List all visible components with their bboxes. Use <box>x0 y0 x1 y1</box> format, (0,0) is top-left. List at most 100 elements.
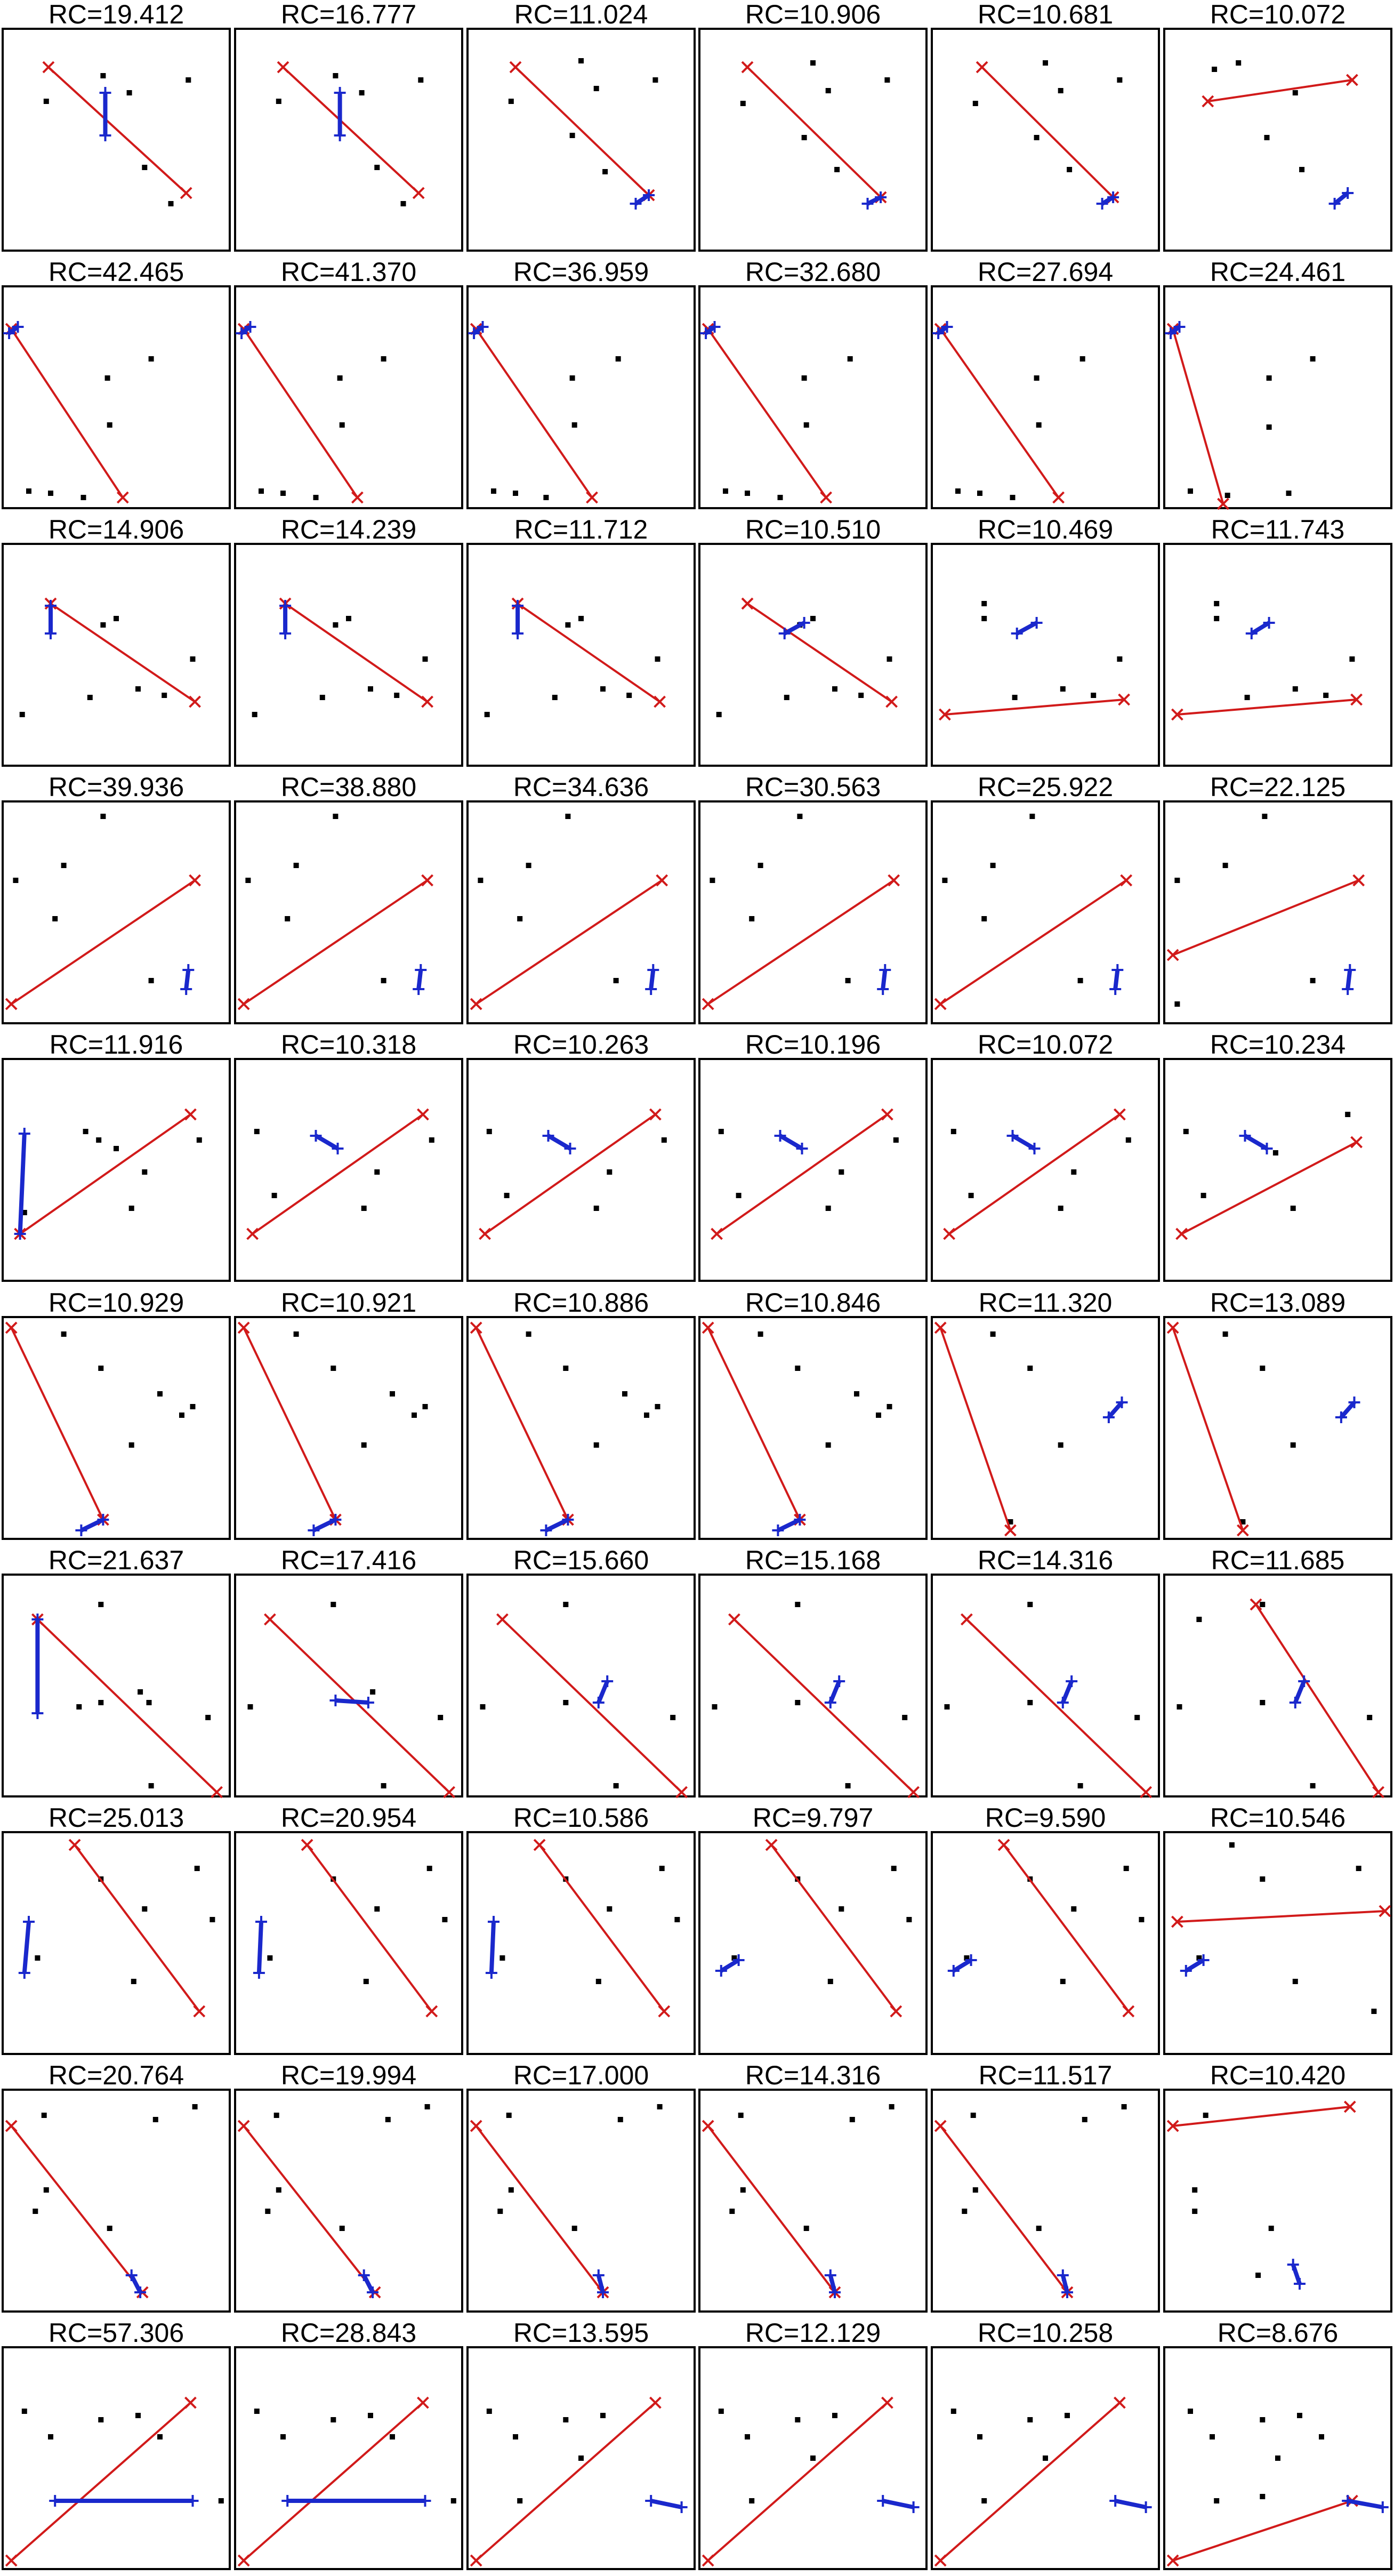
data-point <box>517 916 523 921</box>
blue-segment <box>1293 1680 1306 1704</box>
data-point <box>607 1169 613 1175</box>
panel-plot <box>5 2104 198 2299</box>
data-point <box>418 77 424 83</box>
data-point <box>1010 495 1016 500</box>
blue-endpoint-marker <box>1096 198 1108 210</box>
red-endpoint-marker <box>881 2396 893 2409</box>
panel-plot <box>712 1602 920 1799</box>
red-endpoint-marker <box>277 61 289 74</box>
data-point <box>209 1917 215 1922</box>
panel-title: RC=10.546 <box>1210 1803 1346 1833</box>
data-point <box>758 863 763 868</box>
data-point <box>385 2117 391 2122</box>
data-point <box>107 2226 112 2231</box>
red-endpoint-marker <box>1166 1321 1179 1334</box>
data-point <box>731 1955 737 1961</box>
data-point <box>1071 1169 1077 1175</box>
red-endpoint-marker <box>416 2396 429 2409</box>
data-point <box>135 686 141 692</box>
blue-endpoint-marker <box>700 327 712 339</box>
data-point <box>887 656 892 662</box>
data-point <box>981 601 987 606</box>
blue-endpoint-marker <box>134 2286 147 2298</box>
panel-plot <box>934 2396 1152 2567</box>
data-point <box>1043 60 1048 66</box>
data-point <box>942 878 948 883</box>
panel-plot <box>700 321 853 504</box>
data-point <box>565 622 571 628</box>
data-point <box>970 2113 976 2118</box>
red-fit-line <box>939 328 1060 499</box>
data-point <box>891 1866 897 1871</box>
data-point <box>486 1129 492 1134</box>
red-endpoint-marker <box>1166 2120 1179 2132</box>
blue-segment <box>1011 1134 1036 1151</box>
data-point <box>593 1442 599 1448</box>
panel-plot <box>470 814 668 1010</box>
data-point <box>795 1366 801 1371</box>
panel-title: RC=10.886 <box>513 1288 649 1318</box>
panel-title: RC=15.168 <box>745 1545 881 1575</box>
red-fit-line <box>734 1618 914 1793</box>
data-point <box>613 978 619 983</box>
data-point <box>1286 491 1292 496</box>
data-point <box>795 1602 801 1607</box>
data-point <box>107 422 112 428</box>
data-point <box>100 622 106 628</box>
red-endpoint-marker <box>416 1108 429 1121</box>
blue-endpoint-marker <box>824 1697 836 1708</box>
panel-frame <box>698 1058 928 1282</box>
data-point <box>381 978 386 983</box>
data-point <box>595 1979 601 1984</box>
panel-plot <box>252 597 434 717</box>
data-point <box>777 495 783 500</box>
blue-endpoint-marker <box>592 2269 605 2281</box>
data-point <box>1240 1519 1246 1524</box>
data-point <box>157 1391 163 1397</box>
blue-endpoint-marker <box>18 1128 30 1139</box>
panel-title: RC=11.517 <box>978 2060 1113 2090</box>
data-point <box>740 2187 746 2193</box>
data-point <box>565 814 571 819</box>
panel-title: RC=21.637 <box>48 1545 184 1575</box>
data-point <box>834 167 840 172</box>
data-point <box>196 1137 202 1143</box>
panel-frame <box>466 1316 696 1540</box>
data-point <box>368 686 373 692</box>
blue-endpoint-marker <box>1197 1954 1210 1966</box>
blue-endpoint-marker <box>125 2269 138 2281</box>
data-point <box>1214 616 1220 621</box>
data-point <box>1260 2417 1266 2422</box>
blue-endpoint-marker <box>1298 1675 1310 1687</box>
red-endpoint-marker <box>741 61 754 74</box>
data-point <box>845 1783 851 1788</box>
panel-frame <box>234 28 463 252</box>
data-point <box>146 1700 152 1705</box>
panel-frame <box>2 285 231 509</box>
data-point <box>738 2113 744 2118</box>
data-point <box>1117 656 1123 662</box>
red-fit-line <box>966 1618 1147 1793</box>
data-point <box>276 99 281 104</box>
data-point <box>1260 1602 1266 1607</box>
panel-title: RC=14.316 <box>745 2060 881 2090</box>
blue-endpoint-marker <box>329 1514 342 1526</box>
red-fit-line <box>1172 879 1359 956</box>
data-point <box>1262 814 1268 819</box>
data-point <box>1036 422 1042 428</box>
data-point <box>361 1442 367 1448</box>
blue-segment <box>1333 191 1349 206</box>
blue-endpoint-marker <box>564 1143 576 1154</box>
data-point <box>990 863 996 868</box>
data-point <box>152 2117 158 2122</box>
red-endpoint-marker <box>1140 1786 1153 1799</box>
blue-segment <box>130 2274 142 2293</box>
data-point <box>48 491 53 496</box>
blue-segment <box>634 193 650 206</box>
red-endpoint-marker <box>888 874 900 887</box>
red-fit-line <box>1177 1910 1385 1923</box>
panel-plot <box>5 814 202 1010</box>
data-point <box>729 2209 735 2214</box>
data-point <box>504 1193 510 1198</box>
